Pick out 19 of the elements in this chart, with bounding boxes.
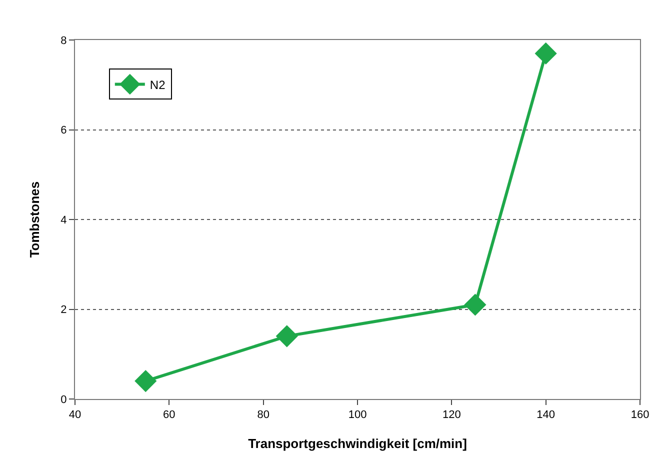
x-tick-label: 100 <box>348 409 367 422</box>
x-tick-label: 120 <box>442 409 461 422</box>
point <box>276 325 298 348</box>
legend-label: N2 <box>150 78 166 92</box>
x-axis-title: Transportgeschwindigkeit [cm/min] <box>248 436 467 451</box>
point <box>134 370 157 392</box>
y-tick-label: 4 <box>60 214 67 226</box>
x-tick-label: 80 <box>257 409 270 422</box>
x-tick-label: 140 <box>536 409 556 422</box>
x-tick-label: 60 <box>163 409 176 422</box>
y-tick-label: 6 <box>60 124 67 137</box>
y-axis-title: Tombstones <box>27 181 42 258</box>
y-tick-label: 8 <box>60 34 67 47</box>
y-tick-label: 0 <box>60 394 67 406</box>
x-tick-label: 160 <box>630 409 650 422</box>
point <box>464 294 486 316</box>
point <box>534 42 557 65</box>
y-tick-label: 2 <box>60 304 67 316</box>
x-tick-label: 40 <box>68 409 82 422</box>
